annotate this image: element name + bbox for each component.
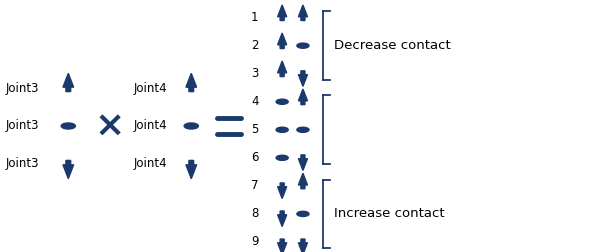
FancyArrow shape xyxy=(298,173,308,189)
Text: 8: 8 xyxy=(251,207,258,220)
FancyArrow shape xyxy=(277,239,287,252)
Text: 6: 6 xyxy=(251,151,258,164)
FancyArrow shape xyxy=(277,33,287,49)
FancyArrow shape xyxy=(186,73,197,91)
Circle shape xyxy=(297,211,309,216)
Text: Decrease contact: Decrease contact xyxy=(334,39,451,52)
Circle shape xyxy=(276,155,288,160)
Text: 9: 9 xyxy=(251,235,258,248)
Circle shape xyxy=(297,127,309,132)
Text: 1: 1 xyxy=(251,11,258,24)
Text: Joint4: Joint4 xyxy=(134,82,168,95)
Text: 4: 4 xyxy=(251,95,258,108)
Text: 3: 3 xyxy=(251,67,258,80)
FancyArrow shape xyxy=(298,155,308,170)
FancyArrow shape xyxy=(298,5,308,20)
Text: Joint3: Joint3 xyxy=(6,82,39,95)
FancyArrow shape xyxy=(277,183,287,199)
Text: ×: × xyxy=(95,109,125,143)
Text: Joint4: Joint4 xyxy=(134,119,168,133)
Text: 5: 5 xyxy=(251,123,258,136)
FancyArrow shape xyxy=(298,89,308,105)
FancyArrow shape xyxy=(63,73,74,91)
Text: Joint4: Joint4 xyxy=(134,157,168,170)
Circle shape xyxy=(61,123,75,129)
FancyArrow shape xyxy=(298,71,308,86)
FancyArrow shape xyxy=(186,161,197,179)
FancyArrow shape xyxy=(63,161,74,179)
Circle shape xyxy=(184,123,198,129)
FancyArrow shape xyxy=(277,61,287,77)
Text: Increase contact: Increase contact xyxy=(334,207,445,220)
Circle shape xyxy=(276,127,288,132)
Text: Joint3: Joint3 xyxy=(6,157,39,170)
FancyArrow shape xyxy=(277,211,287,227)
Text: Joint3: Joint3 xyxy=(6,119,39,133)
FancyArrow shape xyxy=(277,5,287,20)
FancyArrow shape xyxy=(298,239,308,252)
Circle shape xyxy=(276,99,288,104)
Circle shape xyxy=(297,43,309,48)
Text: 7: 7 xyxy=(251,179,258,192)
Text: 2: 2 xyxy=(251,39,258,52)
